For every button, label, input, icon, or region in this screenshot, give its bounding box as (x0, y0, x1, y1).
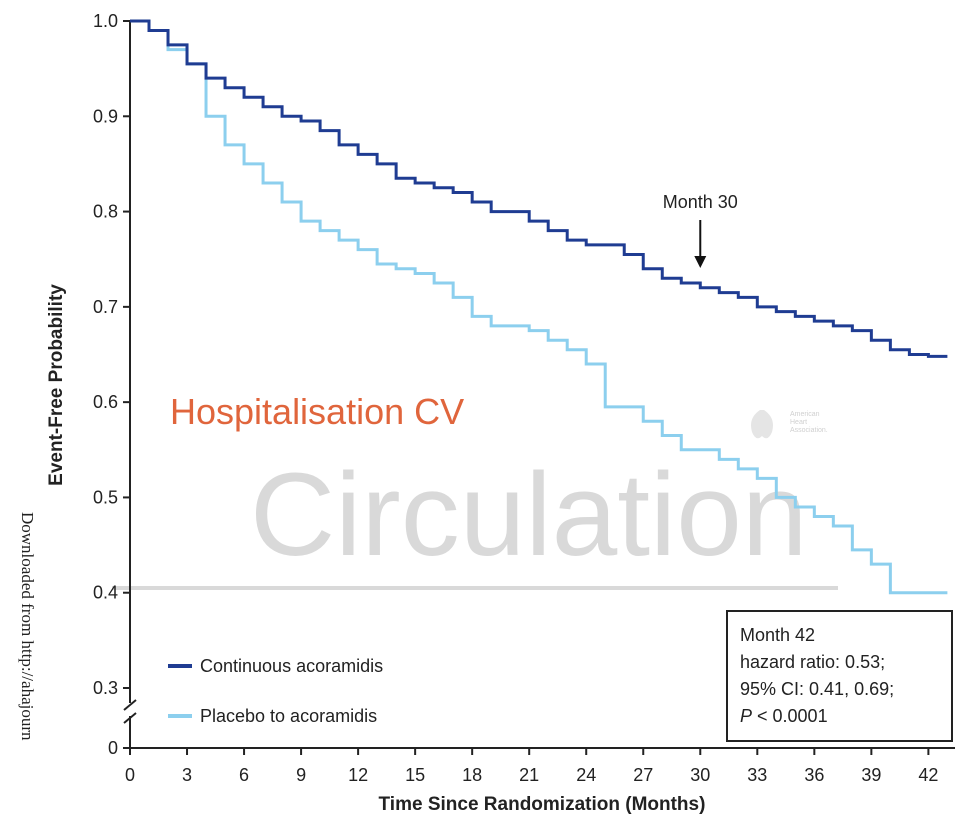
x-tick-label: 39 (861, 765, 881, 785)
side-note: Downloaded from http://ahajourn (18, 512, 37, 741)
y-tick-label: 0.9 (93, 106, 118, 126)
x-axis-label: Time Since Randomization (Months) (379, 794, 706, 815)
y-tick-label: 0.5 (93, 487, 118, 507)
x-tick-label: 24 (576, 765, 596, 785)
y-tick-label: 0 (108, 738, 118, 758)
y-tick-label: 0.8 (93, 202, 118, 222)
x-tick-label: 3 (182, 765, 192, 785)
annotation-arrowhead (694, 256, 707, 268)
x-tick-label: 18 (462, 765, 482, 785)
legend-label: Placebo to acoramidis (200, 706, 377, 726)
overlay-title: Hospitalisation CV (170, 391, 464, 432)
y-tick-label: 0.3 (93, 678, 118, 698)
x-tick-label: 0 (125, 765, 135, 785)
x-tick-label: 15 (405, 765, 425, 785)
stats-line: hazard ratio: 0.53; (740, 652, 885, 672)
legend-label: Continuous acoramidis (200, 656, 383, 676)
axis-break (123, 699, 137, 711)
y-axis-label: Event-Free Probability (46, 284, 67, 486)
logo-text: Association. (790, 427, 828, 434)
logo-text: American (790, 411, 820, 418)
p-symbol: P (740, 706, 752, 726)
x-tick-label: 21 (519, 765, 539, 785)
survival-curve (130, 19, 948, 358)
x-tick-label: 6 (239, 765, 249, 785)
x-tick-label: 27 (633, 765, 653, 785)
y-tick-label: 0.4 (93, 583, 118, 603)
axis-break (123, 712, 137, 724)
y-tick-label: 0.7 (93, 297, 118, 317)
logo-text: Heart (790, 419, 807, 426)
x-tick-label: 36 (804, 765, 824, 785)
x-tick-label: 30 (690, 765, 710, 785)
logo-mark (751, 410, 773, 439)
stats-box (726, 610, 953, 742)
x-tick-label: 9 (296, 765, 306, 785)
stats-line: P < 0.0001 (740, 706, 828, 726)
watermark: Circulation (250, 449, 807, 581)
y-tick-label: 0.6 (93, 392, 118, 412)
x-tick-label: 33 (747, 765, 767, 785)
x-tick-label: 12 (348, 765, 368, 785)
y-tick-label: 1.0 (93, 11, 118, 31)
stats-line: Month 42 (740, 625, 815, 645)
stats-line: 95% CI: 0.41, 0.69; (740, 679, 894, 699)
p-value: < 0.0001 (757, 706, 828, 726)
annotation: Month 30 (663, 192, 738, 212)
x-tick-label: 42 (918, 765, 938, 785)
survival-curve (130, 19, 948, 595)
